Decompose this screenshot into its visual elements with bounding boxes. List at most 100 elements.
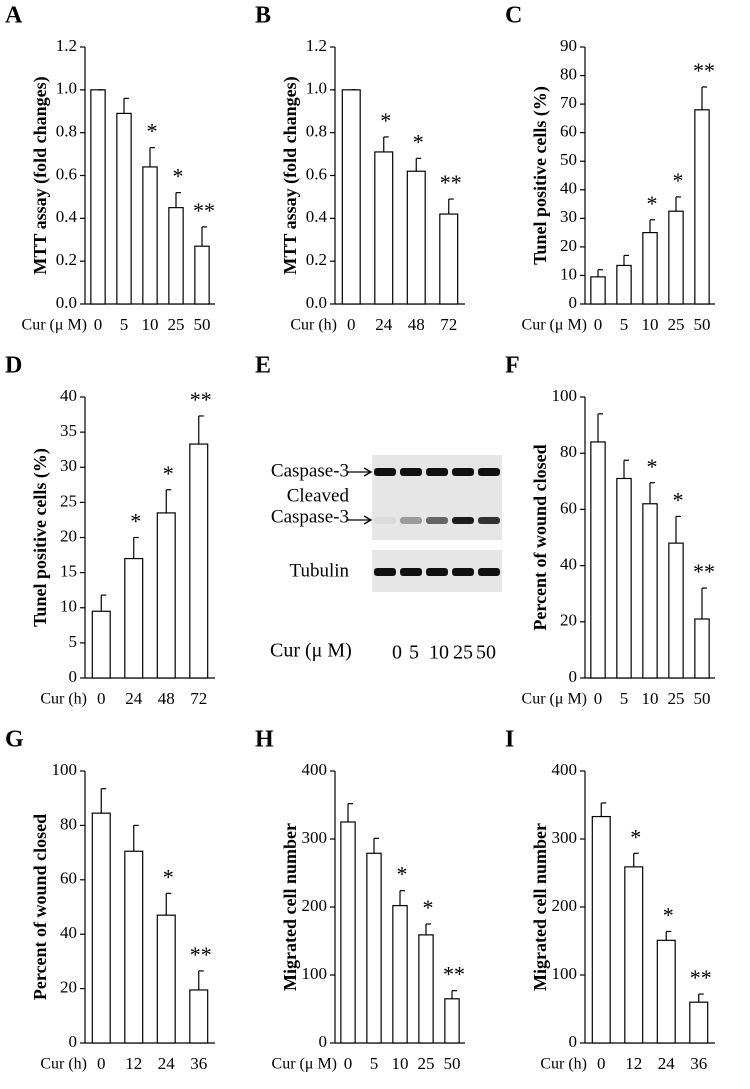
arrowhead [363,467,373,477]
y-axis-label: Percent of wound closed [30,814,50,1000]
y-axis-label: Tunel positive cells (%) [30,448,51,627]
bar [168,207,184,305]
y-tick-label: 0.6 [306,164,327,183]
x-tick-label: 10 [392,1054,409,1073]
bar [439,213,459,305]
band [374,468,396,476]
y-tick-label: 40 [60,923,77,942]
x-tick-label: 24 [658,1054,676,1073]
y-axis-label: MTT assay (fold changes) [30,76,51,274]
y-axis-label: Migrated cell number [280,823,300,991]
y-tick-label: 30 [60,456,77,475]
bar [418,934,434,1044]
band [452,468,474,476]
significance-label: ** [440,170,462,195]
band [426,568,448,576]
bar [194,245,210,305]
y-axis-label: Migrated cell number [530,823,550,991]
y-tick-label: 20 [560,236,577,255]
bar [642,503,658,679]
x-tick-label: 50 [694,689,711,708]
x-tick-label: 24 [158,1054,176,1073]
x-tick-label: 10 [642,315,659,334]
band-label: Caspase-3 [271,460,349,481]
x-tick-label: 5 [370,1054,379,1073]
band [452,517,474,524]
x-axis-label: Cur (h) [40,691,87,708]
bar [124,850,144,1044]
y-tick-label: 1.0 [306,79,327,98]
y-axis-label: MTT assay (fold changes) [280,76,301,274]
y-tick-label: 60 [560,122,577,141]
y-tick-label: 0.8 [56,122,77,141]
x-tick-label: 25 [168,315,185,334]
y-tick-label: 30 [560,207,577,226]
x-tick-label: 50 [694,315,711,334]
x-axis-label: Cur (μ M) [270,640,352,662]
y-tick-label: 15 [60,562,77,581]
x-tick-label: 0 [97,1054,106,1073]
y-tick-label: 400 [302,760,328,779]
bar [392,905,408,1044]
bar [590,276,606,305]
panel-letter: I [505,727,514,753]
y-tick-label: 0 [569,293,578,312]
bar [91,812,111,1044]
bar [189,443,209,679]
x-tick-label: 48 [408,315,425,334]
bar [124,557,144,679]
y-tick-label: 40 [560,555,577,574]
x-tick-label: 24 [375,315,393,334]
y-tick-label: 0.8 [306,122,327,141]
x-tick-label: 36 [690,1054,707,1073]
y-tick-label: 0.4 [306,207,328,226]
y-tick-label: 100 [302,964,328,983]
significance-label: ** [193,198,215,223]
significance-label: * [147,119,158,144]
significance-label: * [673,487,684,512]
band-label: Caspase-3 [271,506,349,527]
y-tick-label: 0 [569,1032,578,1051]
y-tick-label: 100 [52,760,78,779]
y-tick-label: 1.0 [56,79,77,98]
bar [694,618,710,679]
lane-label: 10 [429,642,449,664]
significance-label: * [380,108,391,133]
x-tick-label: 72 [190,689,207,708]
y-tick-label: 20 [60,978,77,997]
y-tick-label: 300 [302,828,328,847]
y-tick-label: 60 [560,498,577,517]
x-tick-label: 5 [120,315,129,334]
significance-label: * [397,862,408,887]
significance-label: ** [190,387,212,412]
bar [156,512,176,679]
x-tick-label: 12 [625,1054,642,1073]
y-tick-label: 40 [560,179,577,198]
y-tick-label: 0.4 [56,207,78,226]
bar [624,866,644,1044]
x-tick-label: 50 [444,1054,461,1073]
y-tick-label: 70 [560,93,577,112]
x-axis-label: Cur (h) [40,1056,87,1073]
band-label: Tubulin [290,560,350,581]
bar [340,821,356,1044]
x-tick-label: 0 [94,315,103,334]
x-tick-label: 24 [125,689,143,708]
x-tick-label: 25 [668,689,685,708]
y-tick-label: 0 [69,667,78,686]
y-axis-label: Percent of wound closed [530,444,550,630]
y-tick-label: 40 [60,386,77,405]
y-tick-label: 25 [60,491,77,510]
bar [616,264,632,305]
bar [142,166,158,305]
significance-label: ** [690,965,712,990]
bar [189,989,209,1044]
y-tick-label: 80 [560,442,577,461]
significance-label: * [173,164,184,189]
x-axis-label: Cur (μ M) [522,691,587,708]
significance-label: * [673,168,684,193]
y-tick-label: 0 [69,1032,78,1051]
x-tick-label: 0 [597,1054,606,1073]
y-tick-label: 1.2 [306,36,327,55]
y-tick-label: 0.6 [56,164,77,183]
